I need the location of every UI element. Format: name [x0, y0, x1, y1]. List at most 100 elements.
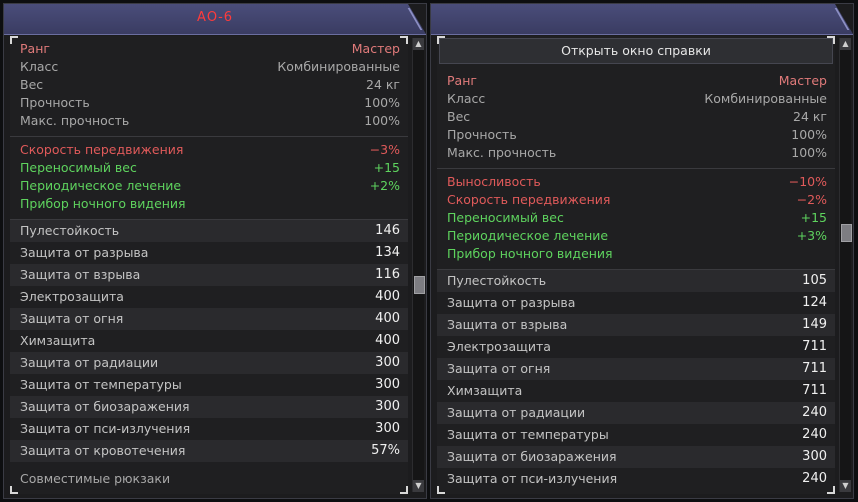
stat-value: 300	[375, 399, 400, 414]
stat-row: Ранг Мастер	[437, 72, 835, 90]
basic-stats: Ранг Мастер Класс Комбинированные Вес 24 кг Пр…	[10, 36, 408, 137]
stat-label: Защита от огня	[447, 361, 551, 376]
stat-value: 400	[375, 289, 400, 304]
stat-row: Класс Комбинированные	[10, 58, 408, 76]
stat-value: 711	[802, 383, 827, 398]
stat-row: Защита от пси-излучения 300	[10, 418, 408, 440]
stat-label: Химзащита	[447, 383, 523, 398]
stat-row: Защита от взрыва 149	[437, 314, 835, 336]
stat-label: Защита от разрыва	[447, 295, 576, 310]
stat-row: Прибор ночного видения	[10, 195, 408, 213]
stat-value: 116	[375, 267, 400, 282]
stat-value: 146	[375, 223, 400, 238]
stat-value: 149	[802, 317, 827, 332]
stat-row: Скорость передвижения −3%	[10, 141, 408, 159]
stat-label: Ранг	[447, 73, 477, 88]
stat-row: Пулестойкость 146	[10, 220, 408, 242]
scroll-down-icon[interactable]: ▼	[413, 480, 424, 492]
open-help-button[interactable]: Открыть окно справки	[439, 38, 833, 64]
stat-row: Макс. прочность 100%	[10, 112, 408, 130]
stat-label: Защита от пси-излучения	[447, 471, 618, 486]
stat-value: 400	[375, 311, 400, 326]
stat-row: Периодическое лечение +3%	[437, 227, 835, 245]
panel-header	[431, 4, 853, 35]
stat-value: 24 кг	[366, 77, 400, 92]
stat-value: 57%	[371, 443, 400, 458]
stat-value: +2%	[369, 178, 400, 193]
scroll-down-icon[interactable]: ▼	[840, 480, 851, 492]
stat-row: Периодическое лечение +2%	[10, 177, 408, 195]
item-stats-content: Открыть окно справки Ранг Мастер Класс Комб…	[437, 36, 835, 494]
stat-row: Макс. прочность 100%	[437, 144, 835, 162]
stat-row: Защита от взрыва 116	[10, 264, 408, 286]
stat-row: Прочность 100%	[10, 94, 408, 112]
stat-value: Комбинированные	[704, 91, 827, 106]
basic-stats: Ранг Мастер Класс Комбинированные Вес 24 кг Пр…	[437, 68, 835, 169]
scrollbar[interactable]: ▲ ▼	[839, 38, 852, 492]
stat-label: Защита от кровотечения	[20, 443, 186, 458]
protection-stats: Пулестойкость 146 Защита от разрыва 134 Защи…	[10, 220, 408, 462]
stat-row: Химзащита 711	[437, 380, 835, 402]
item-panel-right: Открыть окно справки Ранг Мастер Класс Комб…	[430, 3, 854, 499]
stat-label: Скорость передвижения	[20, 142, 184, 157]
stat-label: Прочность	[20, 95, 90, 110]
stat-row: Защита от кровотечения 57%	[10, 440, 408, 462]
stat-value: 300	[375, 377, 400, 392]
stat-row: Защита от температуры 240	[437, 424, 835, 446]
stat-value: 124	[802, 295, 827, 310]
stat-label: Защита от взрыва	[447, 317, 568, 332]
compatible-backpacks[interactable]: Совместимые рюкзаки	[20, 471, 171, 486]
stat-value: 711	[802, 361, 827, 376]
stat-label: Защита от разрыва	[20, 245, 149, 260]
stat-row: Скорость передвижения −2%	[437, 191, 835, 209]
stat-value: 100%	[791, 127, 827, 142]
scroll-up-icon[interactable]: ▲	[413, 38, 424, 50]
stat-value: 240	[802, 405, 827, 420]
stat-row: Защита от огня 400	[10, 308, 408, 330]
stat-value: −3%	[369, 142, 400, 157]
stat-label: Вес	[447, 109, 471, 124]
stat-row: Электрозащита 400	[10, 286, 408, 308]
stat-row: Вес 24 кг	[10, 76, 408, 94]
stat-row: Защита от температуры 300	[10, 374, 408, 396]
item-panel-left: АО-6 Ранг Мастер Класс Комбинированные Вес 24…	[3, 3, 427, 499]
stat-label: Пулестойкость	[447, 273, 547, 288]
stat-row: Прибор ночного видения	[437, 245, 835, 263]
scroll-thumb[interactable]	[414, 276, 425, 294]
stat-label: Защита от биозаражения	[447, 449, 617, 464]
stat-label: Защита от биозаражения	[20, 399, 190, 414]
stat-label: Электрозащита	[20, 289, 124, 304]
stat-row: Вес 24 кг	[437, 108, 835, 126]
stat-row: Выносливость −10%	[437, 173, 835, 191]
stat-label: Класс	[447, 91, 486, 106]
item-title: АО-6	[196, 10, 234, 25]
stat-label: Защита от радиации	[20, 355, 159, 370]
stat-value: 105	[802, 273, 827, 288]
stat-row: Защита от пси-излучения 240	[437, 468, 835, 490]
stat-row: Защита от огня 711	[437, 358, 835, 380]
stat-label: Защита от огня	[20, 311, 124, 326]
stat-value: 100%	[364, 95, 400, 110]
stat-row: Химзащита 400	[10, 330, 408, 352]
stat-value: +3%	[796, 228, 827, 243]
stat-row: Переносимый вес +15	[437, 209, 835, 227]
scrollbar[interactable]: ▲ ▼	[412, 38, 425, 492]
stat-label: Выносливость	[447, 174, 541, 189]
stat-label: Прибор ночного видения	[447, 246, 613, 261]
stat-value: −10%	[788, 174, 827, 189]
stat-label: Скорость передвижения	[447, 192, 611, 207]
stat-label: Переносимый вес	[20, 160, 137, 175]
panel-header: АО-6	[4, 4, 426, 35]
protection-stats: Пулестойкость 105 Защита от разрыва 124 Защи…	[437, 270, 835, 490]
stat-value: +15	[373, 160, 400, 175]
stat-value: 300	[375, 355, 400, 370]
stat-label: Вес	[20, 77, 44, 92]
stat-row: Защита от радиации 240	[437, 402, 835, 424]
stat-label: Макс. прочность	[447, 145, 557, 160]
scroll-up-icon[interactable]: ▲	[840, 38, 851, 50]
stat-label: Прибор ночного видения	[20, 196, 186, 211]
scroll-thumb[interactable]	[841, 224, 852, 242]
stat-label: Прочность	[447, 127, 517, 142]
stat-value: Мастер	[351, 41, 400, 56]
stat-value: +15	[800, 210, 827, 225]
